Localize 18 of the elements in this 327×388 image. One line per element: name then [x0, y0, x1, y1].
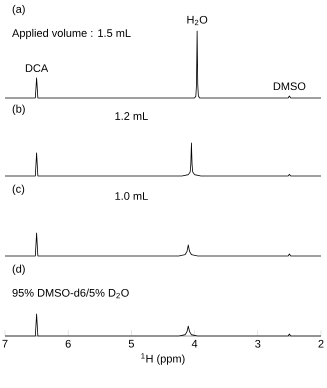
x-tick-label: 3 — [255, 340, 260, 348]
x-tick-label: 6 — [66, 340, 71, 348]
text: 95% DMSO-d6/5% D$_{2}$O — [12, 288, 129, 298]
x-tick-label: 5 — [128, 340, 134, 348]
x-tick-label: 4 — [192, 340, 198, 348]
annotation: DMSO — [274, 82, 306, 90]
chart-title: (b) — [12, 104, 25, 115]
annotation: Applied volume : 1.5 mL — [12, 28, 131, 40]
annotation: DCA — [26, 64, 48, 72]
x-tick-label: 7 — [2, 340, 8, 348]
text: 1.0 mL — [115, 192, 148, 200]
chart-title: (a) — [12, 4, 25, 16]
chart-title: (d) — [12, 264, 25, 275]
x-axis-title: $^{1}$H (ppm) — [141, 353, 185, 365]
annotation: H$_{2}$O — [187, 16, 208, 26]
text: 1.2 mL — [115, 112, 148, 120]
chart-title: (c) — [12, 184, 24, 195]
x-tick-label: 2 — [318, 340, 324, 348]
